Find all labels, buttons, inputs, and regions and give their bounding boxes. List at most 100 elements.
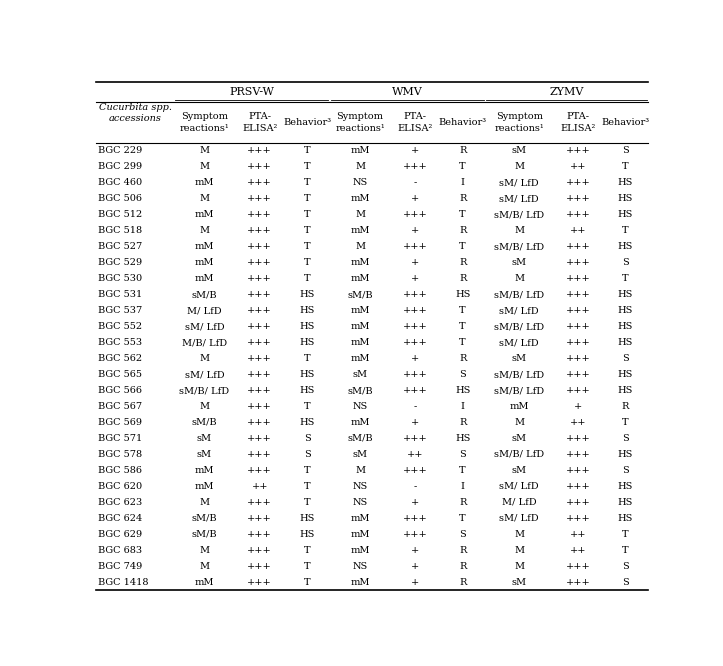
Text: +++: +++ — [247, 226, 272, 235]
Text: S: S — [622, 561, 629, 571]
Text: +++: +++ — [565, 386, 591, 395]
Text: sM/B: sM/B — [347, 290, 373, 299]
Text: HS: HS — [617, 306, 633, 315]
Text: T: T — [304, 226, 310, 235]
Text: HS: HS — [299, 513, 315, 523]
Text: BGC 623: BGC 623 — [98, 498, 142, 507]
Text: +++: +++ — [247, 577, 272, 587]
Text: sM: sM — [353, 370, 367, 379]
Text: +++: +++ — [247, 274, 272, 283]
Text: Symptom
reactions¹: Symptom reactions¹ — [179, 113, 229, 133]
Text: HS: HS — [455, 434, 470, 443]
Text: +++: +++ — [565, 338, 591, 347]
Text: S: S — [304, 434, 310, 443]
Text: M: M — [200, 402, 210, 411]
Text: +: + — [411, 354, 419, 363]
Text: WMV: WMV — [392, 87, 423, 97]
Text: +++: +++ — [403, 434, 428, 443]
Text: +++: +++ — [247, 561, 272, 571]
Text: T: T — [304, 210, 310, 219]
Text: +++: +++ — [247, 258, 272, 267]
Text: +++: +++ — [403, 386, 428, 395]
Text: S: S — [622, 434, 629, 443]
Text: T: T — [304, 163, 310, 171]
Text: ++: ++ — [570, 226, 586, 235]
Text: BGC 571: BGC 571 — [98, 434, 142, 443]
Text: T: T — [622, 545, 629, 555]
Text: M: M — [200, 194, 210, 203]
Text: BGC 512: BGC 512 — [98, 210, 142, 219]
Text: +++: +++ — [247, 290, 272, 299]
Text: +++: +++ — [403, 529, 428, 539]
Text: +++: +++ — [565, 466, 591, 475]
Text: T: T — [304, 482, 310, 491]
Text: HS: HS — [617, 386, 633, 395]
Text: BGC 552: BGC 552 — [98, 322, 142, 331]
Text: +++: +++ — [247, 545, 272, 555]
Text: mM: mM — [194, 482, 214, 491]
Text: +++: +++ — [247, 466, 272, 475]
Text: M: M — [200, 147, 210, 155]
Text: R: R — [459, 194, 466, 203]
Text: +: + — [411, 226, 419, 235]
Text: +++: +++ — [565, 450, 591, 459]
Text: +++: +++ — [247, 402, 272, 411]
Text: T: T — [459, 242, 466, 251]
Text: HS: HS — [299, 529, 315, 539]
Text: +++: +++ — [247, 178, 272, 187]
Text: T: T — [622, 226, 629, 235]
Text: Behavior³: Behavior³ — [439, 118, 487, 127]
Text: sM/B/ LfD: sM/B/ LfD — [179, 386, 230, 395]
Text: mM: mM — [350, 226, 369, 235]
Text: sM/ LfD: sM/ LfD — [500, 178, 539, 187]
Text: Symptom
reactions¹: Symptom reactions¹ — [495, 113, 544, 133]
Text: M: M — [514, 545, 524, 555]
Text: S: S — [622, 354, 629, 363]
Text: +: + — [574, 402, 582, 411]
Text: S: S — [459, 450, 466, 459]
Text: sM/B/ LfD: sM/B/ LfD — [494, 370, 544, 379]
Text: mM: mM — [350, 513, 369, 523]
Text: ++: ++ — [570, 163, 586, 171]
Text: HS: HS — [617, 338, 633, 347]
Text: HS: HS — [617, 370, 633, 379]
Text: +++: +++ — [247, 529, 272, 539]
Text: HS: HS — [617, 322, 633, 331]
Text: +++: +++ — [565, 290, 591, 299]
Text: HS: HS — [299, 418, 315, 427]
Text: +++: +++ — [247, 147, 272, 155]
Text: HS: HS — [299, 386, 315, 395]
Text: +: + — [411, 147, 419, 155]
Text: Behavior³: Behavior³ — [283, 118, 331, 127]
Text: R: R — [459, 498, 466, 507]
Text: NS: NS — [352, 402, 368, 411]
Text: BGC 624: BGC 624 — [98, 513, 142, 523]
Text: mM: mM — [194, 242, 214, 251]
Text: BGC 578: BGC 578 — [98, 450, 142, 459]
Text: HS: HS — [299, 322, 315, 331]
Text: M: M — [200, 498, 210, 507]
Text: BGC 537: BGC 537 — [98, 306, 142, 315]
Text: +: + — [411, 258, 419, 267]
Text: +: + — [411, 577, 419, 587]
Text: sM/ LfD: sM/ LfD — [184, 322, 224, 331]
Text: T: T — [304, 194, 310, 203]
Text: S: S — [622, 258, 629, 267]
Text: +++: +++ — [403, 242, 428, 251]
Text: M: M — [200, 163, 210, 171]
Text: M: M — [200, 545, 210, 555]
Text: HS: HS — [299, 306, 315, 315]
Text: BGC 460: BGC 460 — [98, 178, 142, 187]
Text: BGC 620: BGC 620 — [98, 482, 142, 491]
Text: sM/B: sM/B — [347, 434, 373, 443]
Text: T: T — [304, 242, 310, 251]
Text: +++: +++ — [565, 147, 591, 155]
Text: sM/B/ LfD: sM/B/ LfD — [494, 386, 544, 395]
Text: R: R — [622, 402, 629, 411]
Text: +++: +++ — [403, 513, 428, 523]
Text: M: M — [200, 561, 210, 571]
Text: BGC 683: BGC 683 — [98, 545, 142, 555]
Text: M/ LfD: M/ LfD — [502, 498, 536, 507]
Text: BGC 567: BGC 567 — [98, 402, 142, 411]
Text: mM: mM — [194, 577, 214, 587]
